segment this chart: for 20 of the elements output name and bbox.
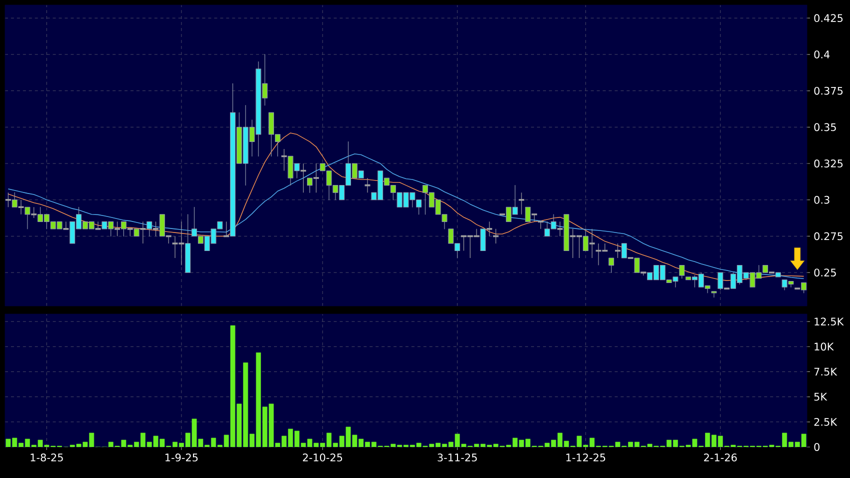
y-tick-label: 2.5K [814, 418, 838, 426]
x-tick-label: 1-8-25 [30, 454, 63, 462]
y-tick-label: 0.275 [814, 232, 843, 240]
y-tick-label: 5K [814, 392, 828, 401]
y-tick-label: 0.425 [814, 14, 843, 22]
y-tick-label: 12.5K [814, 318, 844, 326]
x-tick-label: 2-10-25 [302, 454, 342, 462]
y-tick-label: 10K [814, 342, 834, 351]
y-tick-label: 0.3 [814, 196, 830, 204]
x-tick-label: 2-1-26 [704, 454, 737, 462]
y-tick-label: 0.25 [814, 268, 836, 276]
x-tick-label: 1-12-25 [566, 454, 606, 462]
y-tick-label: 7.5K [814, 368, 838, 376]
y-tick-label: 0 [814, 443, 820, 451]
y-tick-label: 0.375 [814, 86, 843, 95]
y-tick-label: 0.325 [814, 160, 843, 168]
x-tick-label: 3-11-25 [438, 454, 477, 462]
y-tick-label: 0.4 [814, 50, 830, 58]
x-tick-label: 1-9-25 [166, 454, 198, 462]
y-tick-label: 0.35 [814, 123, 836, 132]
